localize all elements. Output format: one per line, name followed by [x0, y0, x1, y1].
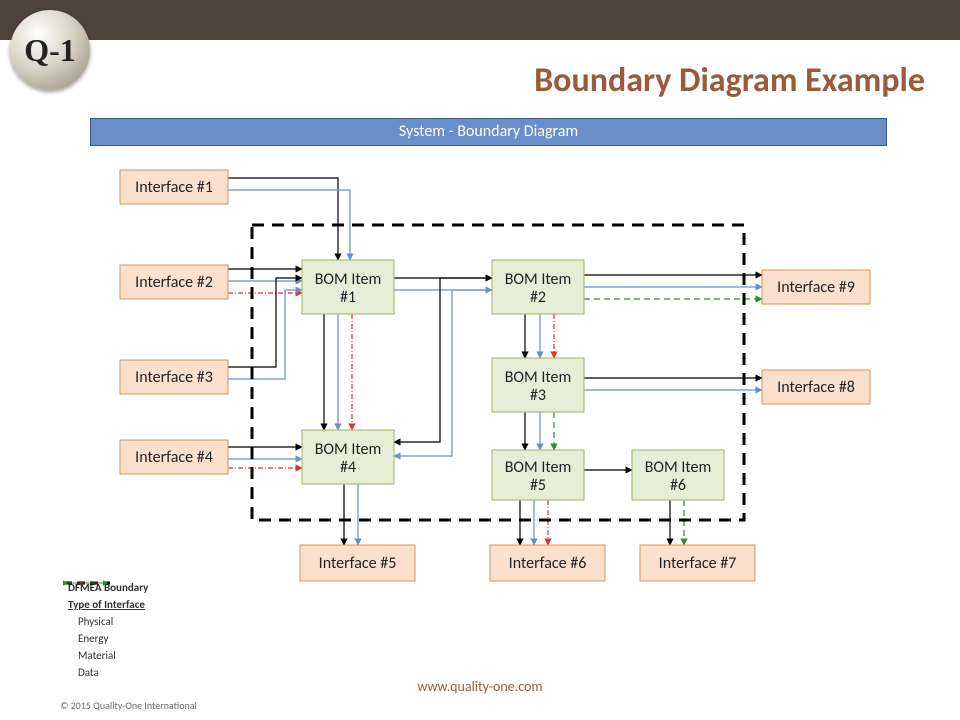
edge-physical [228, 278, 302, 367]
if3-label: Interface #3 [135, 368, 213, 387]
b6-label-0: BOM Item [645, 458, 712, 477]
edge-physical [394, 278, 492, 442]
legend-item-material: Material [64, 648, 152, 663]
if2-label: Interface #2 [135, 273, 213, 292]
diagram-banner: System - Boundary Diagram [90, 118, 887, 146]
page-title: Boundary Diagram Example [534, 60, 925, 101]
logo-text: Q-1 [24, 32, 76, 69]
b6-label-1: #6 [670, 476, 686, 495]
if7-label: Interface #7 [659, 554, 737, 573]
edge-energy [228, 190, 350, 260]
b3-label-0: BOM Item [505, 368, 572, 387]
b4-label-0: BOM Item [315, 440, 382, 459]
b2-label-0: BOM Item [505, 270, 572, 289]
top-bar [0, 0, 960, 40]
if6-label: Interface #6 [509, 554, 587, 573]
if4-label: Interface #4 [135, 448, 213, 467]
b1-label-1: #1 [340, 288, 356, 307]
b5-label-1: #5 [530, 476, 546, 495]
b5-label-0: BOM Item [505, 458, 572, 477]
footer-url: www.quality-one.com [0, 678, 960, 695]
b2-label-1: #2 [530, 288, 546, 307]
if9-label: Interface #9 [777, 278, 855, 297]
legend-item-physical: Physical [64, 614, 152, 629]
if8-label: Interface #8 [777, 378, 855, 397]
edge-energy [394, 290, 492, 456]
edge-energy [228, 290, 302, 379]
legend-header: Type of Interface [64, 597, 162, 612]
footer-copyright: © 2015 Quality-One International [60, 699, 197, 712]
if5-label: Interface #5 [319, 554, 397, 573]
brand-logo: Q-1 [10, 10, 90, 90]
legend: DFMEA Boundary Type of Interface Physica… [62, 578, 164, 682]
boundary-diagram-svg: Interface #1 Interface #2 Interface #3 Inte… [0, 150, 960, 620]
if1-label: Interface #1 [135, 178, 213, 197]
b3-label-1: #3 [530, 386, 546, 405]
b4-label-1: #4 [340, 458, 356, 477]
b1-label-0: BOM Item [315, 270, 382, 289]
legend-item-energy: Energy [64, 631, 152, 646]
